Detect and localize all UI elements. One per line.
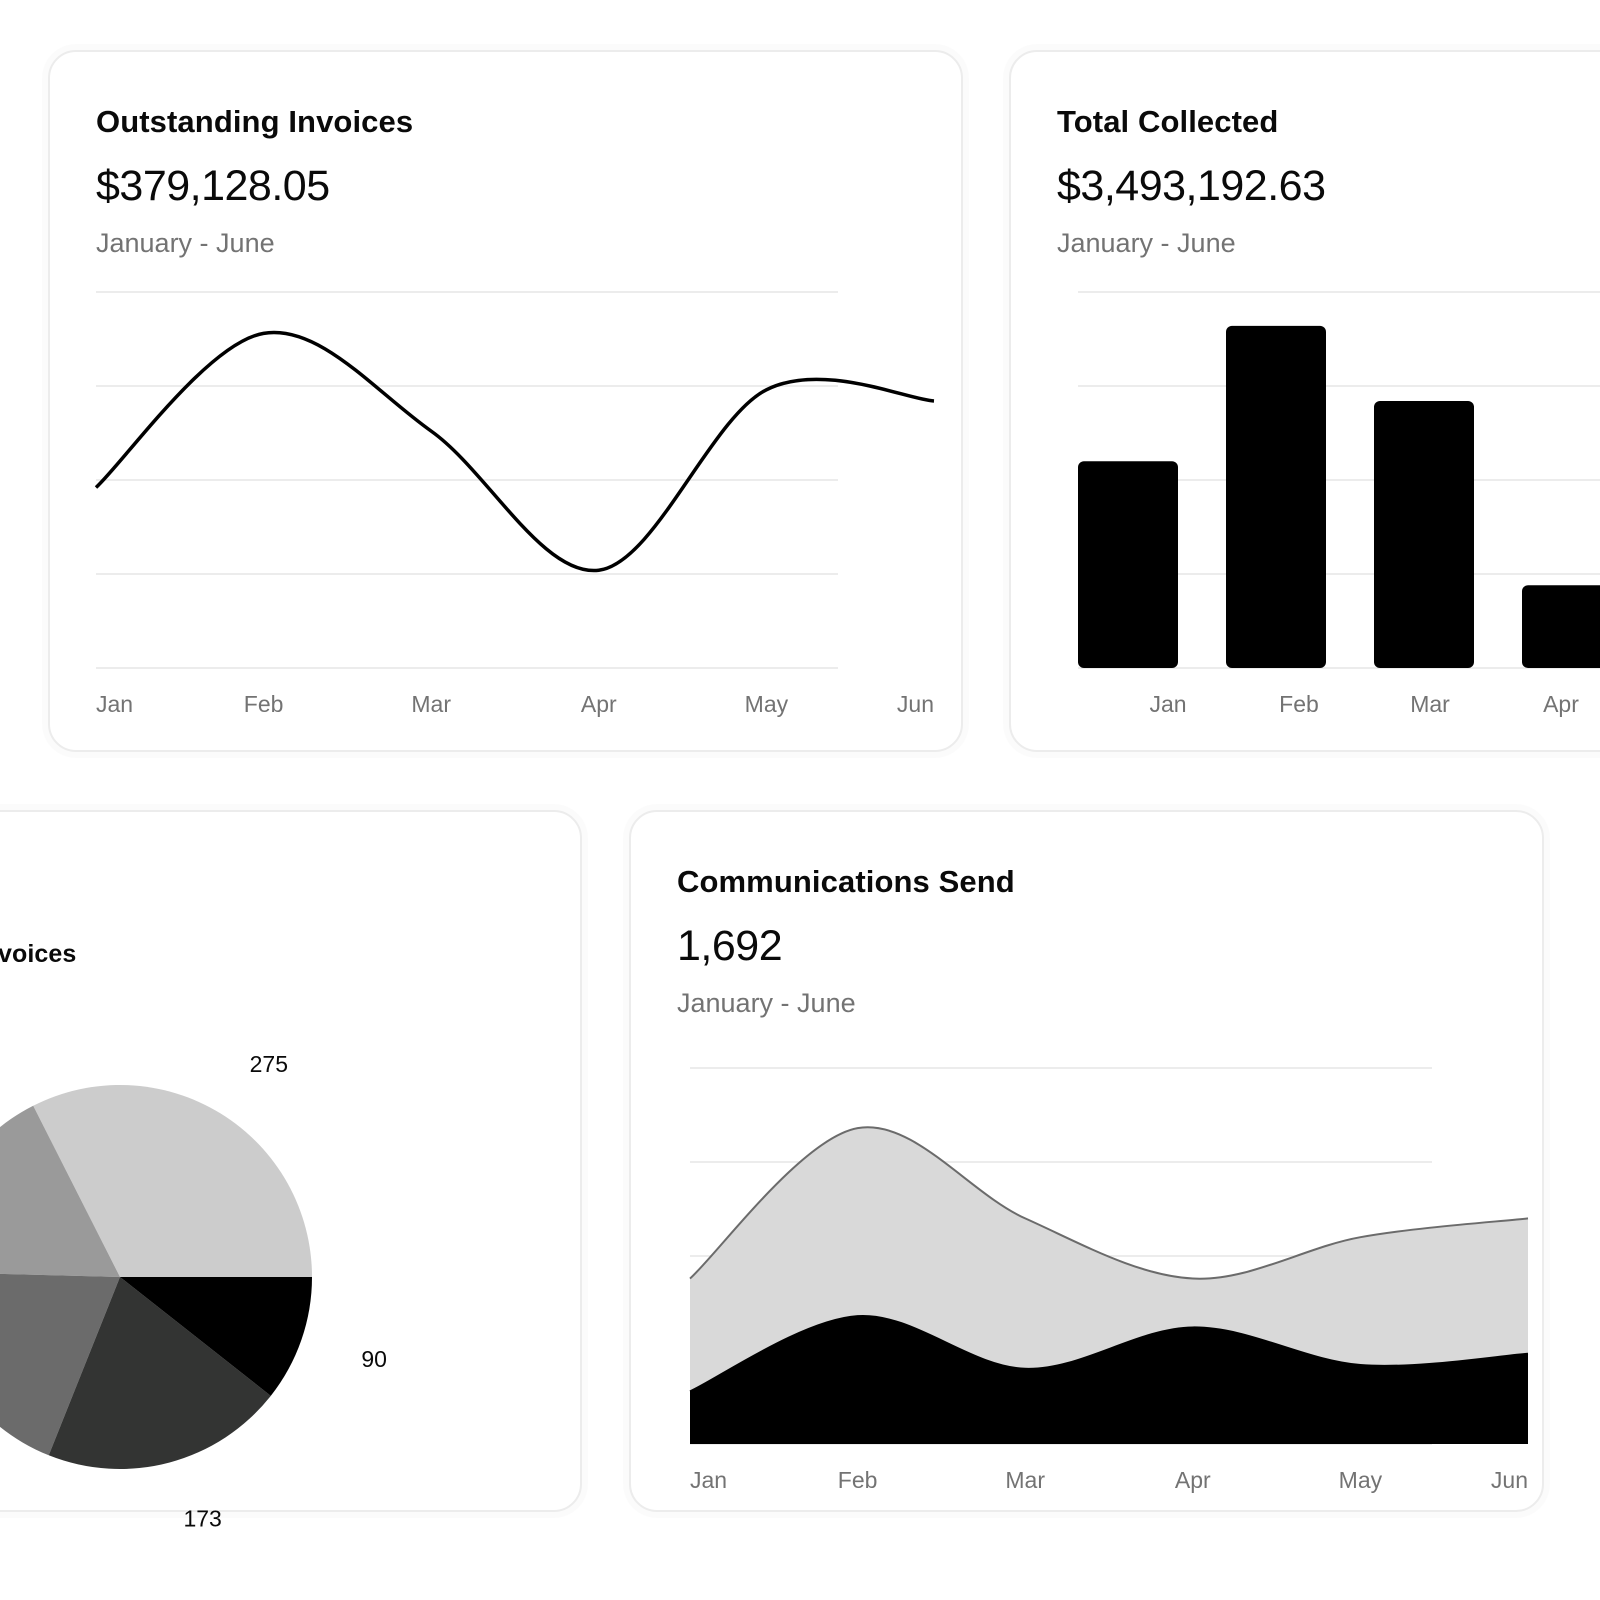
x-tick-label: Feb [838,1467,878,1493]
x-tick-label: Feb [1279,691,1319,717]
area-line [689,1315,1529,1393]
x-tick-label: Mar [411,691,451,717]
card-value: 1,692 [677,922,783,970]
x-tick-label: Jun [1491,1467,1528,1493]
pie-slice-label: 275 [250,1051,288,1077]
area-line [689,1126,1529,1280]
x-tick-label: Jan [1149,691,1186,717]
x-tick-label: Jan [690,1467,727,1493]
pie-slice [0,1273,120,1456]
pie-slice-label: 90 [361,1346,387,1372]
outstanding-invoices-card: Outstanding Invoices $379,128.05 January… [48,50,963,752]
card-period: January - June [96,228,275,258]
x-tick-label: Jun [897,691,934,717]
pie-slice [33,1085,313,1277]
card-period: January - June [677,988,856,1018]
card-value: $379,128.05 [96,162,330,210]
card-value: $3,493,192.63 [1057,162,1326,210]
card-period: January - June [1057,228,1236,258]
bar [1374,401,1474,668]
pie-slice [120,1277,312,1396]
pie-slice-label: 173 [183,1506,221,1532]
bar [1522,585,1600,668]
x-tick-label: Apr [1543,691,1579,717]
line-series [94,330,935,573]
x-tick-label: May [1339,1467,1383,1493]
card-title: Communications Send [677,864,1015,899]
area-fill [690,1315,1528,1444]
bar [1226,325,1326,668]
bar [1078,461,1178,668]
x-tick-label: Feb [244,691,284,717]
x-tick-label: Mar [1005,1467,1045,1493]
pie-slice [0,1105,120,1277]
x-tick-label: Jan [96,691,133,717]
x-tick-label: May [745,691,789,717]
card-title: Outstanding Invoices [96,104,414,139]
pie-slice [48,1277,271,1469]
card-title: voices [0,940,77,968]
x-tick-label: Apr [581,691,617,717]
x-tick-label: Apr [1175,1467,1211,1493]
card-title: Total Collected [1057,104,1279,139]
x-tick-label: Mar [1410,691,1450,717]
